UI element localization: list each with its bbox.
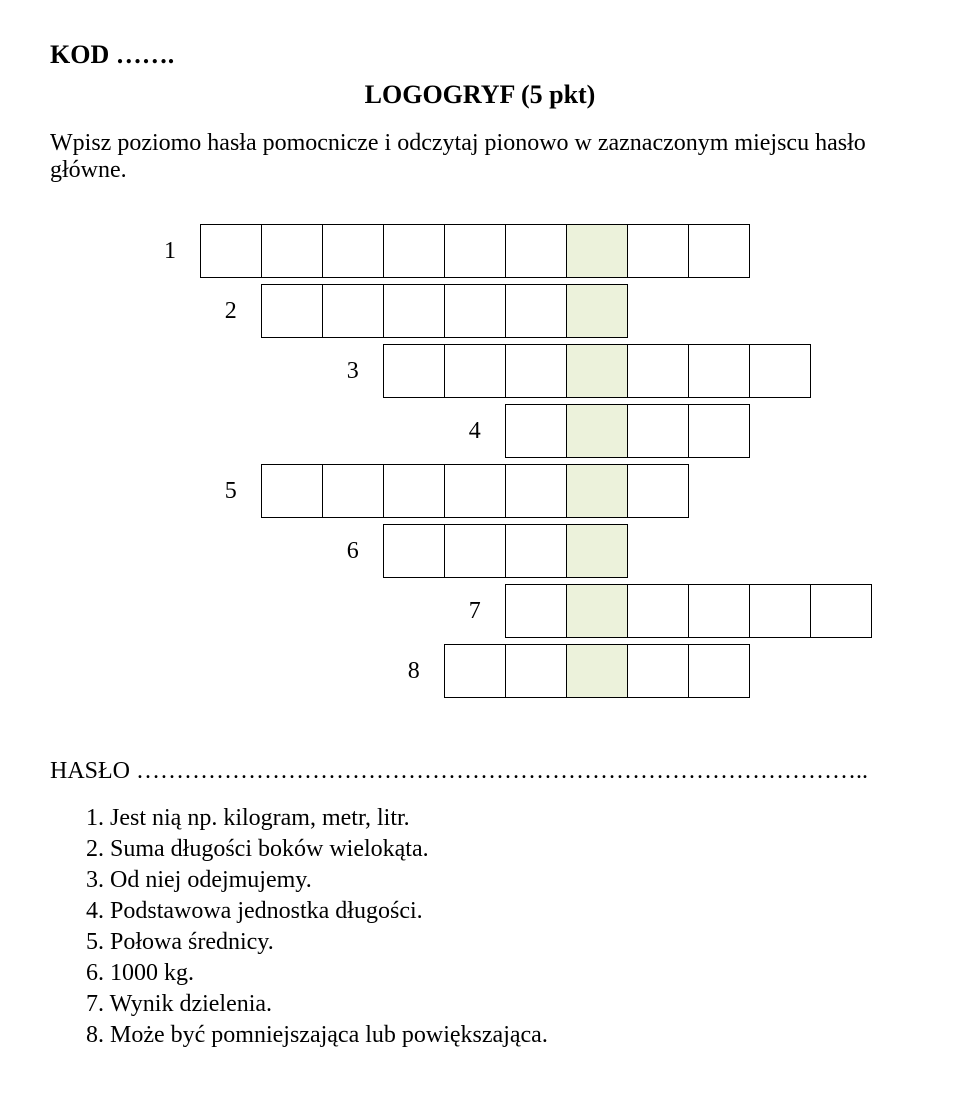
- grid-cell: [750, 345, 811, 398]
- row-label: 1: [140, 225, 201, 278]
- grid-row-2: 2: [140, 285, 872, 338]
- grid-cell: [384, 465, 445, 518]
- grid-cell-highlight: [567, 525, 628, 578]
- page-title: LOGOGRYF (5 pkt): [50, 80, 910, 110]
- clue-item: 4. Podstawowa jednostka długości.: [50, 898, 910, 925]
- grid-cell: [506, 345, 567, 398]
- header-kod: KOD …….: [50, 40, 910, 70]
- grid-cell: [201, 225, 262, 278]
- row-label: 8: [384, 645, 445, 698]
- clue-item: 8. Może być pomniejszająca lub powiększa…: [50, 1022, 910, 1049]
- grid-cell: [506, 405, 567, 458]
- grid-cell: [445, 525, 506, 578]
- clue-item: 5. Połowa średnicy.: [50, 929, 910, 956]
- grid-cell: [628, 345, 689, 398]
- grid-row-7: 7: [140, 585, 872, 638]
- grid-row-8: 8: [140, 645, 872, 698]
- grid-cell: [689, 645, 750, 698]
- row-label: 3: [323, 345, 384, 398]
- crossword-grid: 1 2 3 4: [140, 224, 910, 698]
- clue-item: 7. Wynik dzielenia.: [50, 991, 910, 1018]
- grid-cell: [445, 645, 506, 698]
- grid-cell: [628, 405, 689, 458]
- grid-row-4: 4: [140, 405, 872, 458]
- grid-cell: [506, 465, 567, 518]
- grid-cell: [384, 345, 445, 398]
- row-label: 7: [445, 585, 506, 638]
- grid-cell-highlight: [567, 465, 628, 518]
- row-label: 4: [445, 405, 506, 458]
- grid-cell: [323, 285, 384, 338]
- row-label: 5: [201, 465, 262, 518]
- grid-row-6: 6: [140, 525, 872, 578]
- grid-cell: [628, 225, 689, 278]
- grid-cell: [323, 225, 384, 278]
- clue-item: 1. Jest nią np. kilogram, metr, litr.: [50, 805, 910, 832]
- grid-cell-highlight: [567, 585, 628, 638]
- grid-cell-highlight: [567, 405, 628, 458]
- grid-cell: [506, 645, 567, 698]
- grid-cell: [445, 225, 506, 278]
- grid-cell: [506, 285, 567, 338]
- grid-cell: [506, 525, 567, 578]
- grid-cell: [506, 585, 567, 638]
- grid-row-5: 5: [140, 465, 872, 518]
- grid-cell: [689, 585, 750, 638]
- grid-cell: [750, 585, 811, 638]
- grid-cell: [689, 225, 750, 278]
- grid-cell: [506, 225, 567, 278]
- grid-row-1: 1: [140, 225, 872, 278]
- grid-cell: [384, 525, 445, 578]
- grid-cell: [323, 465, 384, 518]
- grid-cell-highlight: [567, 225, 628, 278]
- grid-cell: [445, 285, 506, 338]
- row-label: 6: [323, 525, 384, 578]
- grid-cell: [628, 465, 689, 518]
- grid-cell: [384, 225, 445, 278]
- grid-cell: [262, 225, 323, 278]
- grid-cell: [262, 285, 323, 338]
- clue-item: 3. Od niej odejmujemy.: [50, 867, 910, 894]
- clue-item: 2. Suma długości boków wielokąta.: [50, 836, 910, 863]
- grid-cell: [628, 645, 689, 698]
- haslo-label: HASŁO ………………………………………………………………………………..: [50, 758, 910, 785]
- row-label: 2: [201, 285, 262, 338]
- grid-cell-highlight: [567, 285, 628, 338]
- clue-item: 6. 1000 kg.: [50, 960, 910, 987]
- grid-row-3: 3: [140, 345, 872, 398]
- grid-cell: [689, 405, 750, 458]
- grid-cell: [445, 465, 506, 518]
- grid-cell: [445, 345, 506, 398]
- grid-cell-highlight: [567, 345, 628, 398]
- grid-cell: [384, 285, 445, 338]
- grid-cell-highlight: [567, 645, 628, 698]
- grid-cell: [262, 465, 323, 518]
- instructions-text: Wpisz poziomo hasła pomocnicze i odczyta…: [50, 130, 910, 184]
- grid-cell: [628, 585, 689, 638]
- clues-list: 1. Jest nią np. kilogram, metr, litr. 2.…: [50, 805, 910, 1049]
- grid-cell: [811, 585, 872, 638]
- grid-cell: [689, 345, 750, 398]
